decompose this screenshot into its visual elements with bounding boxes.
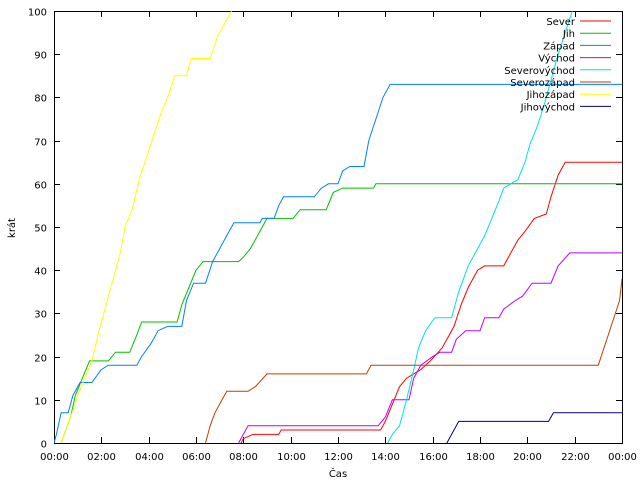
series-lines — [54, 11, 622, 443]
x-tick-label: 16:00 — [419, 452, 448, 463]
y-axis-ticks: 0 10 20 30 40 50 60 70 80 90 100 — [28, 8, 622, 451]
y-tick-label: 40 — [34, 267, 47, 278]
x-tick-label: 10:00 — [277, 452, 306, 463]
x-tick-label: 00:00 — [608, 452, 637, 463]
x-tick-label: 04:00 — [135, 452, 164, 463]
legend-label: Severozápad — [510, 77, 575, 89]
legend-label: Sever — [546, 17, 576, 28]
series-line-jihozápad — [60, 11, 232, 443]
y-tick-label: 60 — [34, 181, 47, 192]
legend-label: Jih — [562, 29, 575, 40]
y-tick-label: 20 — [34, 354, 47, 365]
x-axis-label: Čas — [329, 467, 347, 480]
x-tick-label: 14:00 — [371, 452, 400, 463]
legend: SeverJihZápadVýchodSeverovýchodSeverozáp… — [504, 17, 611, 113]
y-tick-label: 10 — [34, 397, 47, 408]
y-tick-label: 50 — [34, 224, 47, 235]
series-line-sever — [240, 161, 622, 443]
legend-label: Severovýchod — [504, 65, 575, 77]
legend-label: Západ — [543, 40, 575, 52]
series-line-jihovýchod — [446, 412, 622, 443]
x-tick-label: 18:00 — [466, 452, 495, 463]
y-tick-label: 30 — [34, 310, 47, 321]
y-tick-label: 0 — [41, 440, 47, 451]
y-axis-label: krát — [6, 218, 18, 238]
x-axis-ticks: 00:00 02:00 04:00 06:00 08:00 10:00 12:00 14:00… — [40, 11, 637, 463]
y-tick-label: 100 — [28, 8, 47, 19]
x-tick-label: 22:00 — [561, 452, 590, 463]
y-tick-label: 90 — [34, 51, 47, 62]
series-line-severovýchod — [387, 11, 573, 443]
x-tick-label: 02:00 — [87, 452, 116, 463]
legend-label: Jihovýchod — [520, 101, 575, 113]
y-tick-label: 80 — [34, 94, 47, 105]
legend-label: Jihozápad — [526, 89, 575, 101]
legend-label: Východ — [538, 53, 575, 65]
x-tick-label: 12:00 — [324, 452, 353, 463]
y-tick-label: 70 — [34, 138, 47, 149]
series-line-jih — [60, 183, 622, 443]
x-tick-label: 00:00 — [40, 452, 69, 463]
series-line-západ — [54, 83, 622, 443]
x-tick-label: 06:00 — [182, 452, 211, 463]
x-tick-label: 08:00 — [229, 452, 258, 463]
series-line-severozápad — [205, 278, 622, 443]
x-tick-label: 20:00 — [513, 452, 542, 463]
series-line-východ — [238, 252, 622, 443]
